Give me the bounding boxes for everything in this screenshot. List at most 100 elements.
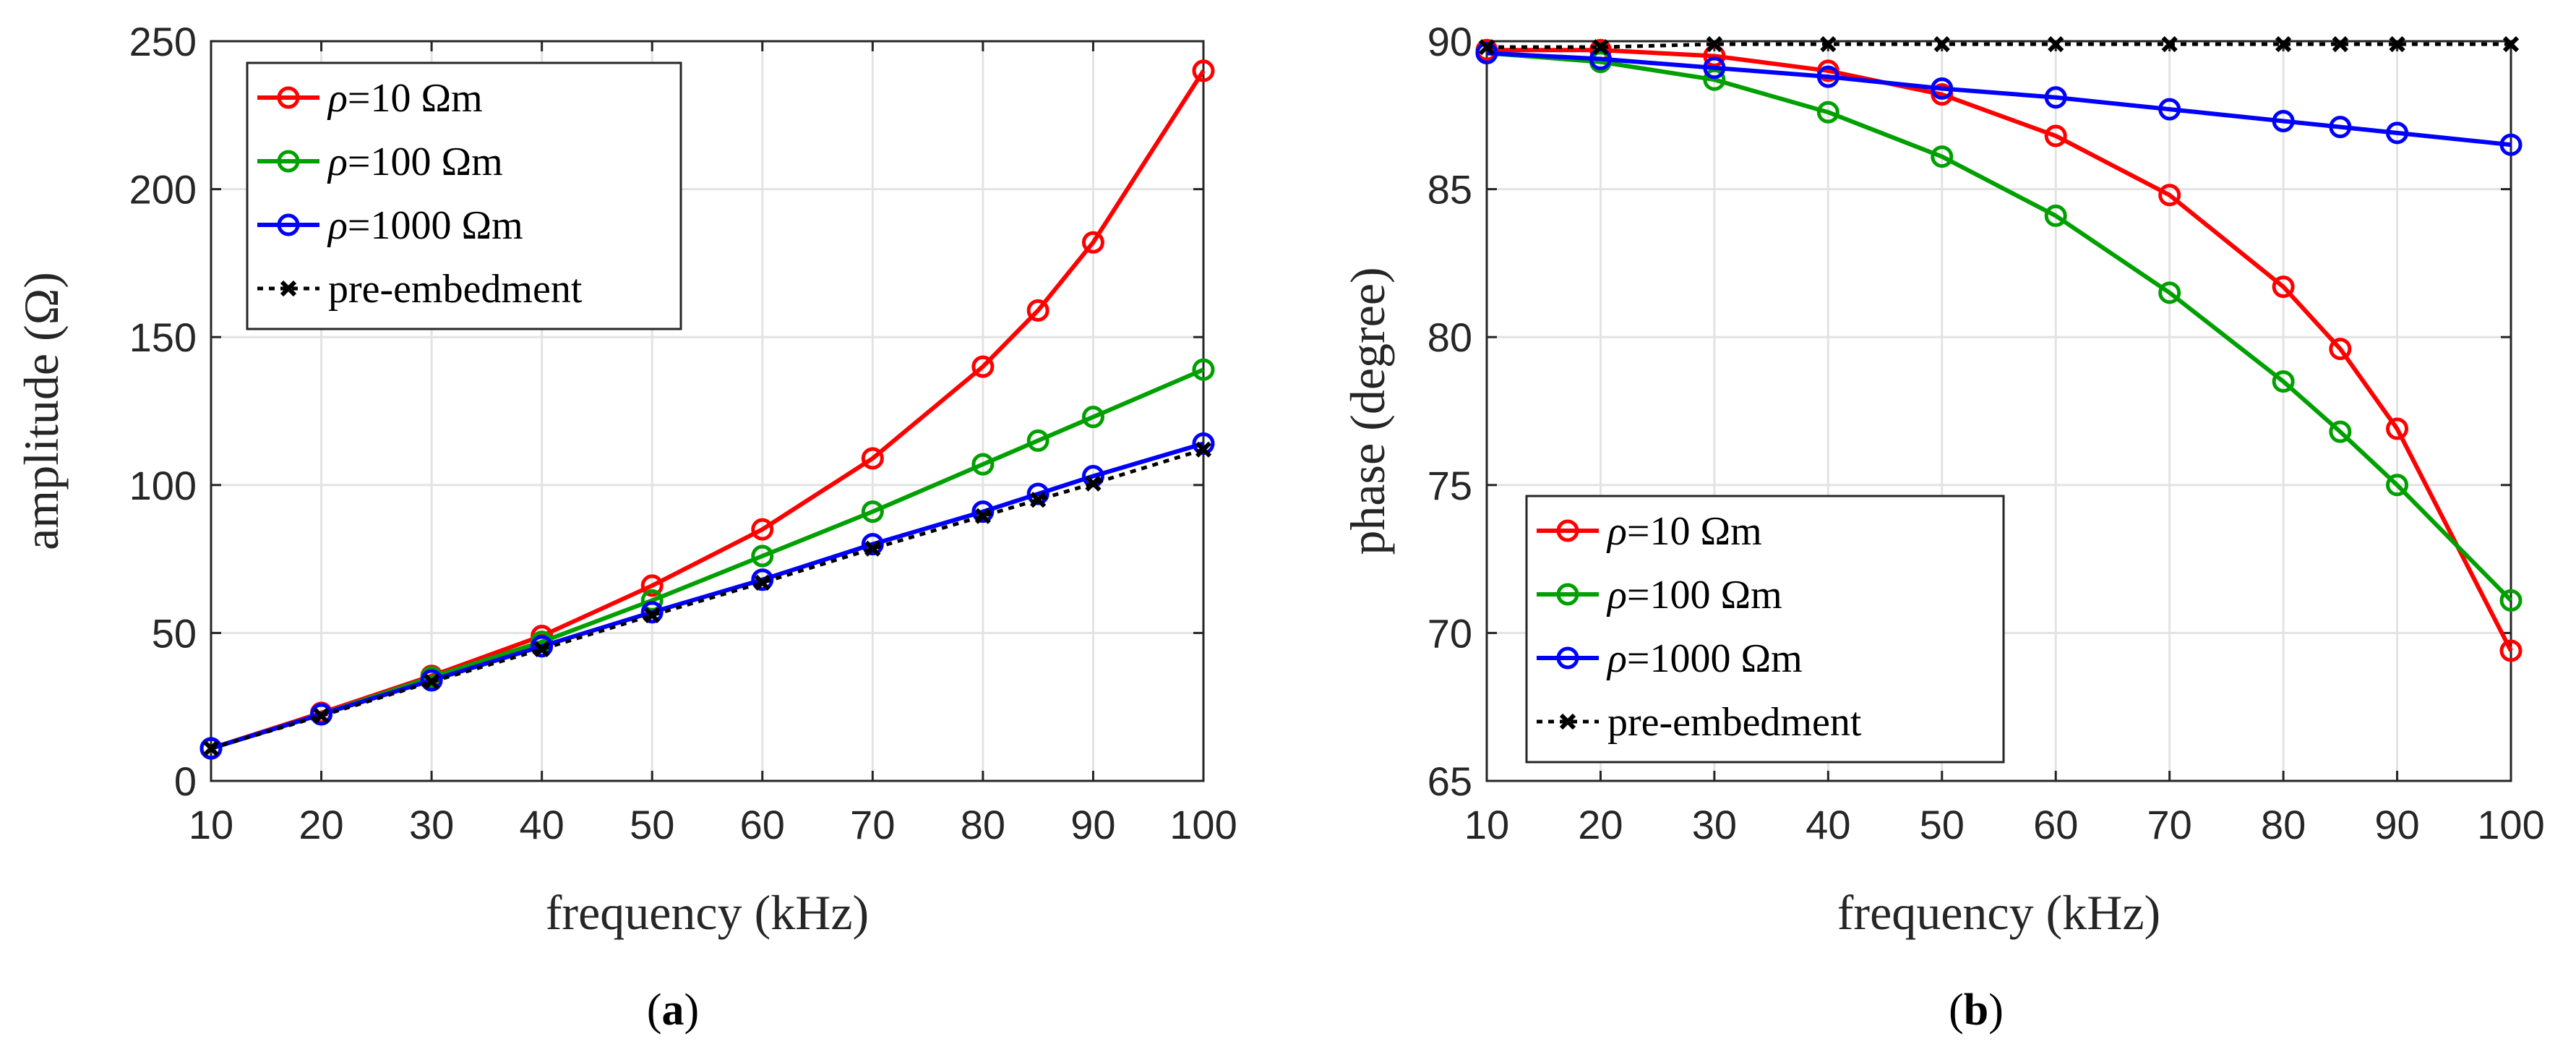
x-tick-label: 40 xyxy=(1806,802,1850,847)
y-axis-label: amplitude (Ω) xyxy=(14,272,69,550)
x-tick-label: 30 xyxy=(1692,802,1737,847)
data-point xyxy=(423,673,440,691)
data-point xyxy=(1192,59,1215,82)
y-tick-label: 75 xyxy=(1427,463,1472,508)
x-tick-label: 70 xyxy=(850,802,895,847)
series-line xyxy=(1486,51,2512,148)
amplitude-chart: 10 20 30 40 50 60 70 80 90 100 0 50 100 150 200 250 freq… xyxy=(14,19,1237,940)
legend: ρ=10 Ωm ρ=100 Ωm ρ=1000 Ωm pre-embedment xyxy=(1525,495,2005,764)
data-point xyxy=(310,703,333,726)
x-tick-label: 60 xyxy=(2033,802,2078,847)
data-point xyxy=(1706,35,1723,53)
data-point xyxy=(2502,35,2520,53)
x-axis-label: frequency (kHz) xyxy=(1837,885,2160,940)
data-point xyxy=(1026,429,1049,452)
data-point xyxy=(971,453,995,476)
legend-marker xyxy=(280,280,297,297)
data-point xyxy=(2161,35,2178,53)
legend-marker xyxy=(277,213,300,236)
data-point xyxy=(1026,299,1049,322)
y-tick-label: 150 xyxy=(129,315,197,360)
series-line xyxy=(1487,48,2513,652)
data-point xyxy=(2044,204,2067,227)
data-point xyxy=(1030,492,1047,508)
data-point xyxy=(861,447,884,470)
legend-marker xyxy=(277,150,300,173)
data-point xyxy=(640,574,664,597)
y-tick-label: 85 xyxy=(1427,167,1472,213)
x-tick-label: 100 xyxy=(1169,802,1237,847)
y-tick-label: 70 xyxy=(1427,610,1472,656)
y-tick-label: 90 xyxy=(1427,19,1472,64)
data-point xyxy=(2499,589,2523,612)
data-point xyxy=(1192,358,1215,381)
y-tick-label: 100 xyxy=(129,463,197,508)
data-point xyxy=(1703,56,1726,80)
data-point xyxy=(971,355,995,378)
data-point xyxy=(1478,39,1495,56)
data-point xyxy=(2158,281,2181,304)
data-point xyxy=(751,568,774,591)
data-point xyxy=(2044,124,2067,148)
x-tick-label: 30 xyxy=(409,802,454,847)
data-point xyxy=(974,508,992,524)
data-point xyxy=(1816,101,1839,124)
x-tick-label: 20 xyxy=(1578,802,1623,847)
phase-chart: 10 20 30 40 50 60 70 80 90 100 65 70 75 80 85 90 frequen… xyxy=(1340,19,2545,940)
legend-label: ρ=1000 Ωm xyxy=(327,203,523,248)
data-point xyxy=(533,641,550,658)
legend-label: ρ=10 Ωm xyxy=(327,76,483,121)
series-line xyxy=(1487,42,2511,49)
series-3 xyxy=(202,441,1212,757)
series-line xyxy=(210,448,1204,751)
series-line xyxy=(1486,51,2513,602)
x-tick-label: 40 xyxy=(520,802,564,847)
data-point xyxy=(751,544,774,568)
data-point xyxy=(313,707,330,725)
data-point xyxy=(640,589,664,612)
data-point xyxy=(1592,39,1609,56)
data-point xyxy=(2044,86,2067,109)
y-tick-label: 250 xyxy=(129,19,197,64)
data-point xyxy=(1931,145,1954,168)
legend-label: pre-embedment xyxy=(328,267,583,312)
x-tick-label: 100 xyxy=(2477,802,2544,847)
data-point xyxy=(861,533,884,556)
x-tick-label: 10 xyxy=(1464,802,1509,847)
data-point xyxy=(1081,406,1104,429)
data-point xyxy=(864,540,881,557)
data-point xyxy=(2329,116,2352,139)
data-point xyxy=(1026,482,1049,505)
legend-label: ρ=10 Ωm xyxy=(1606,509,1762,554)
x-tick-label: 80 xyxy=(961,802,1005,847)
data-point xyxy=(2272,109,2295,132)
y-tick-label: 200 xyxy=(129,167,197,213)
legend-marker xyxy=(1556,583,1579,606)
x-tick-label: 70 xyxy=(2147,802,2192,847)
legend: ρ=10 Ωm ρ=100 Ωm ρ=1000 Ωm pre-embedment xyxy=(246,61,682,330)
data-point xyxy=(640,601,664,624)
data-point xyxy=(1085,475,1102,492)
data-point xyxy=(2048,35,2064,53)
x-tick-label: 50 xyxy=(1920,802,1965,847)
legend-marker xyxy=(1556,519,1579,542)
x-tick-label: 60 xyxy=(740,802,785,847)
data-point xyxy=(751,518,774,541)
legend-label: ρ=100 Ωm xyxy=(1606,573,1782,617)
data-point xyxy=(202,740,220,757)
data-point xyxy=(2158,98,2181,121)
data-point xyxy=(1703,68,1726,91)
data-point xyxy=(2329,420,2352,443)
caption-a: (a) xyxy=(647,986,699,1035)
legend-label: ρ=1000 Ωm xyxy=(1606,636,1803,681)
data-point xyxy=(2275,35,2292,53)
data-point xyxy=(861,500,884,523)
legend-marker xyxy=(277,86,300,109)
data-point xyxy=(2499,639,2523,662)
x-tick-label: 80 xyxy=(2261,802,2306,847)
y-tick-label: 0 xyxy=(174,758,197,804)
data-point xyxy=(2389,35,2405,53)
y-tick-label: 50 xyxy=(152,610,197,656)
x-tick-label: 10 xyxy=(189,802,233,847)
